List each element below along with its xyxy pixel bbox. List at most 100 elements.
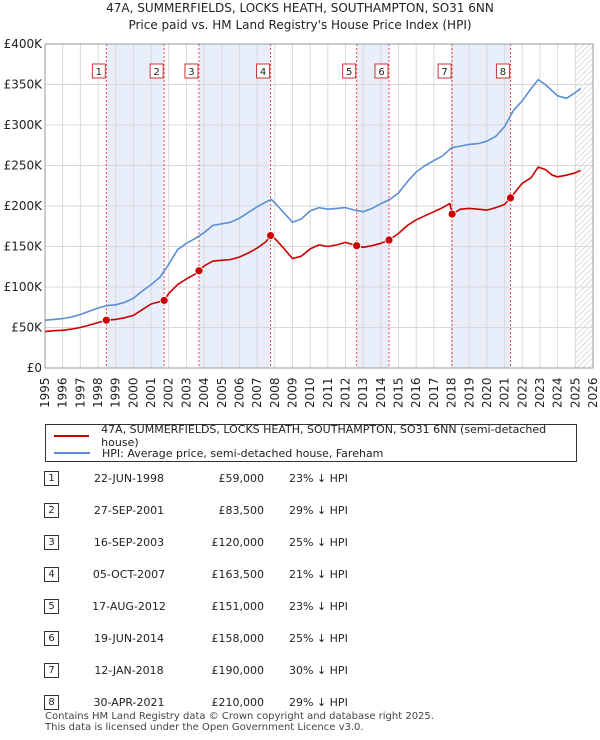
sale-date: 17-AUG-2012	[92, 600, 166, 613]
sale-hpi-diff: 23% ↓ HPI	[289, 600, 348, 613]
sale-label: 5	[346, 67, 352, 78]
sale-number-badge: 5	[44, 599, 59, 614]
sale-hpi-diff: 30% ↓ HPI	[289, 664, 348, 677]
footer-attribution: Contains HM Land Registry data © Crown c…	[45, 711, 434, 733]
sale-point	[352, 241, 362, 251]
y-tick-label: £50K	[11, 321, 43, 335]
sale-price: £83,500	[218, 504, 265, 517]
y-tick-label: £350K	[4, 78, 44, 92]
x-tick-label: 2001	[144, 377, 158, 408]
sale-label-box	[149, 63, 164, 79]
chart-subtitle: Price paid vs. HM Land Registry's House …	[128, 18, 471, 32]
sale-date: 12-JAN-2018	[94, 664, 164, 677]
legend-label-hpi: HPI: Average price, semi-detached house,…	[102, 446, 384, 460]
x-tick-label: 2002	[162, 377, 176, 408]
table-row: 6 19-JUN-2014 £158,000 25% ↓ HPI	[44, 629, 584, 649]
chart-title: 47A, SUMMERFIELDS, LOCKS HEATH, SOUTHAMP…	[106, 1, 494, 15]
sale-hpi-diff: 21% ↓ HPI	[289, 568, 348, 581]
sale-date: 19-JUN-2014	[93, 632, 165, 645]
sale-number-badge: 1	[44, 471, 59, 486]
sale-date: 30-APR-2021	[93, 696, 165, 709]
sale-hpi-diff: 29% ↓ HPI	[289, 696, 348, 709]
sale-price: £210,000	[211, 696, 265, 709]
sale-price: £59,000	[218, 472, 265, 485]
x-tick-label: 2005	[215, 377, 229, 408]
y-tick-label: £150K	[4, 240, 44, 254]
x-tick-label: 2008	[268, 377, 282, 408]
chart-legend: 47A, SUMMERFIELDS, LOCKS HEATH, SOUTHAMP…	[45, 423, 577, 462]
sale-number-badge: 4	[44, 567, 59, 582]
y-tick-label: £200K	[4, 199, 44, 213]
sale-number-badge: 8	[44, 695, 59, 710]
table-row: 2 27-SEP-2001 £83,500 29% ↓ HPI	[44, 501, 584, 521]
sale-label: 8	[500, 67, 506, 78]
sale-point	[384, 235, 394, 245]
x-tick-label: 2017	[427, 377, 441, 408]
y-tick-label: £250K	[4, 159, 44, 173]
x-tick-label: 2015	[392, 377, 406, 408]
sale-label-box	[342, 63, 357, 79]
sale-label: 4	[260, 67, 266, 78]
sale-label: 2	[153, 67, 159, 78]
sale-date: 22-JUN-1998	[93, 472, 165, 485]
sale-point	[159, 295, 169, 305]
hpi-series-line	[44, 78, 582, 321]
x-tick-label: 2000	[126, 377, 140, 408]
x-tick-label: 2009	[285, 377, 299, 408]
legend-swatch-hpi	[54, 452, 90, 454]
y-tick-label: £0	[27, 361, 42, 375]
sale-point	[101, 315, 111, 325]
sale-price: £120,000	[211, 536, 265, 549]
x-tick-label: 2011	[321, 377, 335, 408]
x-tick-label: 2006	[232, 377, 246, 408]
x-tick-label: 2012	[339, 377, 353, 408]
y-tick-label: £300K	[4, 118, 44, 132]
x-tick-label: 2013	[356, 377, 370, 408]
y-tick-label: £100K	[4, 280, 44, 294]
plot-frame	[44, 43, 594, 369]
legend-item-property: 47A, SUMMERFIELDS, LOCKS HEATH, SOUTHAMP…	[54, 423, 576, 449]
x-tick-label: 2007	[250, 377, 264, 408]
x-tick-label: 2023	[533, 377, 547, 408]
sale-label-box	[91, 63, 106, 79]
x-tick-label: 1996	[56, 377, 70, 408]
x-tick-label: 2022	[515, 377, 529, 408]
x-tick-label: 2003	[179, 377, 193, 408]
table-row: 1 22-JUN-1998 £59,000 23% ↓ HPI	[44, 469, 584, 489]
x-tick-label: 2020	[480, 377, 494, 408]
sale-label-box	[495, 63, 510, 79]
sale-hpi-diff: 23% ↓ HPI	[289, 472, 348, 485]
x-tick-label: 2018	[445, 377, 459, 408]
x-tick-label: 1995	[38, 377, 52, 408]
x-tick-label: 1999	[109, 377, 123, 408]
x-tick-label: 1998	[91, 377, 105, 408]
x-tick-label: 2024	[551, 377, 565, 408]
property-series-line	[44, 166, 581, 333]
sale-date: 27-SEP-2001	[93, 504, 165, 517]
legend-swatch-property	[54, 435, 90, 437]
x-tick-label: 2004	[197, 377, 211, 408]
sale-price: £190,000	[211, 664, 265, 677]
x-tick-label: 2019	[462, 377, 476, 408]
x-tick-label: 2026	[586, 377, 600, 408]
sale-number-badge: 2	[44, 503, 59, 518]
sale-label: 7	[441, 67, 447, 78]
table-row: 5 17-AUG-2012 £151,000 23% ↓ HPI	[44, 597, 584, 617]
sale-hpi-diff: 25% ↓ HPI	[289, 536, 348, 549]
sale-label-box	[437, 63, 452, 79]
sale-point	[266, 231, 275, 240]
x-tick-label: 2010	[303, 377, 317, 408]
table-row: 4 05-OCT-2007 £163,500 21% ↓ HPI	[44, 565, 584, 585]
x-tick-label: 1997	[73, 377, 87, 408]
sale-point	[506, 193, 515, 203]
x-tick-label: 2016	[409, 377, 423, 408]
sale-number-badge: 7	[44, 663, 59, 678]
sale-price: £151,000	[211, 600, 265, 613]
price-chart: 47A, SUMMERFIELDS, LOCKS HEATH, SOUTHAMP…	[4, 1, 600, 408]
sale-point	[194, 266, 204, 276]
table-row: 3 16-SEP-2003 £120,000 25% ↓ HPI	[44, 533, 584, 553]
sale-price: £163,500	[211, 568, 265, 581]
legend-label-property: 47A, SUMMERFIELDS, LOCKS HEATH, SOUTHAMP…	[101, 423, 547, 449]
sale-label: 1	[96, 67, 102, 78]
footer-line-2: This data is licensed under the Open Gov…	[45, 722, 364, 733]
